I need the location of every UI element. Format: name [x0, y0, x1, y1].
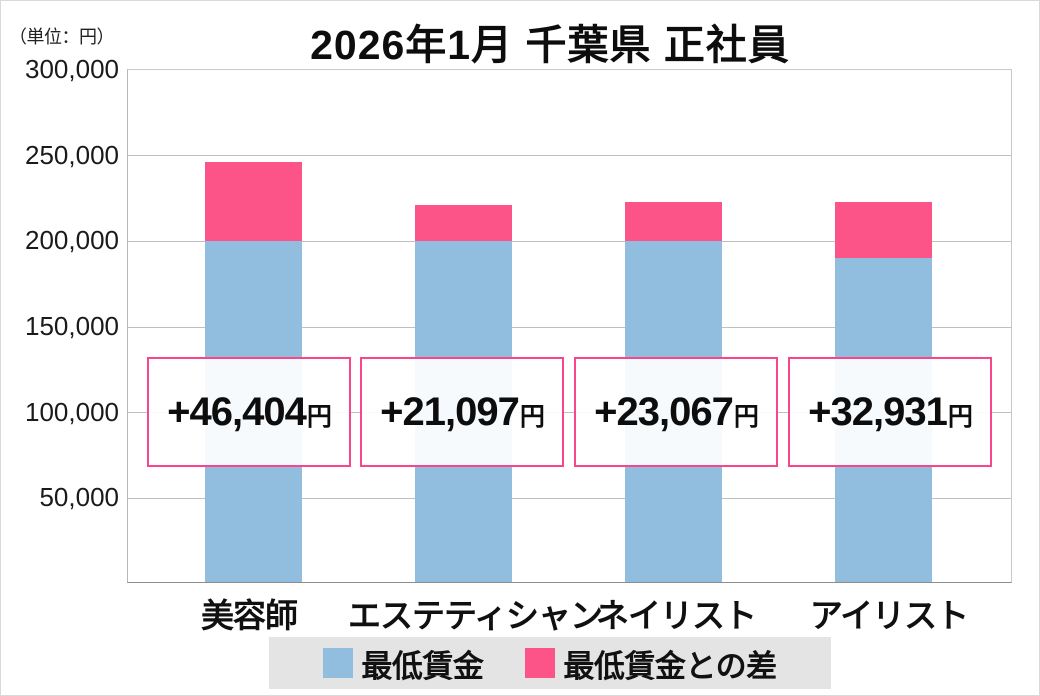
y-axis-tick-label: 250,000: [25, 140, 119, 170]
legend-item-base[interactable]: 最低賃金: [323, 641, 484, 686]
x-axis-label-esthetician: エステティシャン: [348, 597, 603, 634]
bar-segment-diff: [415, 205, 512, 241]
bar-segment-diff: [835, 202, 932, 258]
y-axis-tick-label: 50,000: [39, 482, 119, 512]
y-axis-tick-label: 200,000: [25, 225, 119, 255]
annotation-label: +23,067円: [594, 390, 759, 434]
plot-area: [127, 69, 1012, 583]
bar-segment-diff: [205, 162, 302, 241]
y-axis-tick-label: 300,000: [25, 54, 119, 84]
annotation-box-eyelist: +32,931円: [788, 357, 992, 467]
legend-label-diff: 最低賃金との差: [563, 648, 777, 684]
bar-segment-diff: [625, 202, 722, 241]
annotation-label: +21,097円: [380, 390, 545, 434]
annotation-box-biyoushi: +46,404円: [147, 357, 351, 467]
x-axis-label-nailist: ネイリスト: [596, 597, 757, 634]
legend-label-base: 最低賃金: [361, 648, 484, 684]
annotation-box-nailist: +23,067円: [574, 357, 778, 467]
gridline-200000: [128, 241, 1011, 242]
annotation-box-esthetician: +21,097円: [360, 357, 564, 467]
legend-item-diff[interactable]: 最低賃金との差: [525, 641, 777, 686]
legend-swatch-diff-icon: [525, 648, 556, 678]
y-axis-tick-label: 150,000: [25, 311, 119, 341]
unit-note: （単位：円）: [9, 27, 115, 47]
gridline-150000: [128, 327, 1011, 328]
annotation-label: +46,404円: [167, 390, 332, 434]
annotation-label: +32,931円: [808, 390, 973, 434]
chart-legend: 最低賃金 最低賃金との差: [269, 637, 831, 689]
gridline-50000: [128, 498, 1011, 499]
gridline-100000: [128, 412, 1011, 413]
x-axis-label-eyelist: アイリスト: [809, 597, 969, 634]
legend-swatch-base-icon: [323, 648, 354, 678]
gridline-250000: [128, 155, 1011, 156]
x-axis-label-biyoushi: 美容師: [201, 597, 298, 634]
y-axis-tick-label: 100,000: [25, 397, 119, 427]
chart-title: 2026年1月 千葉県 正社員: [310, 22, 790, 68]
